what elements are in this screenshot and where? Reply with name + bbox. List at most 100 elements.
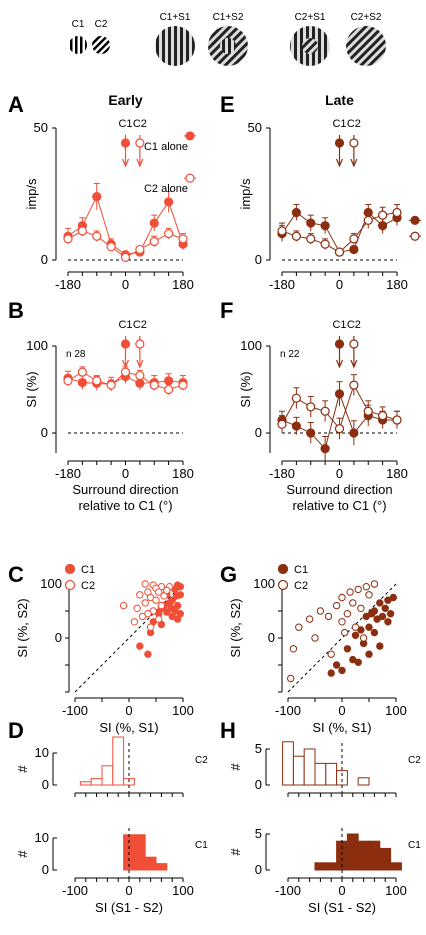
data-point: [178, 380, 188, 390]
y-tick-label: 0: [42, 777, 49, 792]
hist-label: C2: [195, 755, 208, 766]
data-point: [135, 370, 145, 381]
x-axis-label: SI (S1 - S2): [95, 900, 163, 915]
data-point: [320, 221, 330, 231]
scatter-point: [172, 592, 181, 600]
arrow-marker: [135, 138, 145, 148]
legend-label: C1 alone: [144, 141, 188, 153]
scatter-point: [365, 591, 373, 599]
scatter-point: [343, 610, 352, 618]
y-axis-label: SI (%, S2): [228, 598, 243, 657]
scatter-point: [376, 599, 384, 607]
hist-bar: [303, 748, 316, 786]
x-axis-label: SI (S1 - S2): [308, 900, 376, 915]
scatter-point: [365, 623, 373, 631]
scatter-point: [349, 599, 357, 607]
scatter-point: [351, 631, 360, 639]
stimulus-row: C1 C2 C1+S1 C1+S2 C2+S1 C2+S2: [69, 12, 386, 66]
data-point: [349, 380, 359, 390]
x-tick-label: 0: [125, 703, 132, 718]
arrow-label: C1: [118, 118, 132, 130]
scatter-point: [311, 634, 319, 642]
data-point: [277, 419, 287, 429]
data-point: [164, 376, 174, 386]
data-point: [291, 421, 301, 431]
x-tick-label: -100: [62, 883, 88, 898]
scatter-point: [332, 601, 341, 610]
scatter-point: [141, 580, 149, 588]
panel-g-scatter: -100 0 100 SI (%, S1) 0 100 SI (%, S2) C1 C2: [228, 563, 407, 735]
data-point: [77, 377, 87, 388]
n-label: n 28: [66, 349, 86, 360]
x-tick-label: 0: [122, 466, 129, 481]
arrow-marker: [120, 339, 131, 349]
scatter-point: [136, 591, 144, 599]
data-point: [92, 231, 102, 241]
x-tick-label: 100: [385, 703, 407, 718]
scatter-point: [343, 645, 352, 653]
alone-marker: [410, 231, 420, 241]
hist-bar: [79, 781, 92, 786]
arrow-marker: [349, 138, 359, 148]
legend-label: C2 alone: [144, 183, 188, 195]
x-axis-label: SI (%, S1): [99, 720, 158, 735]
scatter-point: [332, 661, 341, 669]
scatter-point: [152, 596, 160, 604]
hist-bar: [101, 765, 114, 786]
data-point: [334, 247, 345, 257]
scatter-point: [362, 583, 370, 591]
data-point: [306, 402, 316, 412]
x-tick-label: 0: [336, 466, 343, 481]
hist-label: C1: [195, 840, 208, 851]
scatter-point: [381, 604, 389, 612]
arrow-marker: [135, 339, 145, 349]
scatter-point: [359, 634, 368, 642]
scatter-point: [163, 608, 171, 616]
hist-bar: [314, 862, 327, 871]
scatter-point: [157, 601, 166, 610]
x-tick-label: 0: [125, 883, 132, 898]
data-point: [378, 210, 388, 220]
x-tick-label: -180: [269, 466, 295, 481]
data-point: [63, 376, 73, 386]
data-point: [135, 244, 145, 255]
arrow-head: [335, 158, 344, 168]
data-point: [149, 236, 159, 247]
scatter-point: [354, 658, 362, 666]
legend-marker: [277, 579, 289, 591]
x-tick-label: 0: [336, 277, 343, 292]
y-axis-label: imp/s: [238, 178, 253, 210]
scatter-point: [354, 585, 362, 594]
panel-c-scatter: -100 0 100 SI (%, S1) 0 100 SI (%, S2) C1 C2: [15, 563, 194, 735]
legend-label: C2: [294, 580, 308, 592]
arrow-marker: [334, 339, 345, 349]
y-tick-label: 0: [268, 630, 275, 645]
y-axis-label: SI (%): [24, 371, 39, 407]
x-axis-label: SI (%, S1): [312, 720, 371, 735]
arrow-head: [121, 158, 130, 168]
alone-marker: [185, 131, 195, 141]
panel-a-plot: 0 50 imp/s -180 0 180 Early C1 C2 C1 alone C2 alon…: [24, 92, 196, 292]
arrow-head: [335, 359, 344, 369]
hist-bar: [336, 770, 348, 786]
data-point: [334, 389, 345, 399]
scatter-point: [155, 588, 163, 596]
data-point: [349, 234, 359, 244]
scatter-point: [155, 615, 163, 623]
arrow-head: [136, 158, 144, 168]
stim-c2s2-icon: [346, 26, 386, 66]
stim-c2s1-center-icon: [302, 38, 318, 54]
hist-bar: [282, 741, 294, 786]
y-tick-label: 100: [253, 576, 275, 591]
hist-label: C1: [408, 840, 421, 851]
scatter-point: [370, 580, 379, 588]
data-point: [320, 444, 330, 454]
scatter-point: [144, 650, 152, 658]
arrow-label: C1: [118, 319, 132, 331]
data-point: [164, 197, 174, 207]
y-axis-label: #: [228, 763, 243, 771]
y-tick-label: 100: [240, 338, 262, 353]
x-tick-label: 180: [386, 277, 408, 292]
